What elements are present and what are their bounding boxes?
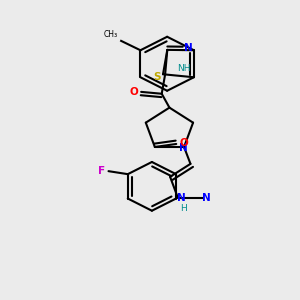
Text: NH: NH [177, 64, 191, 73]
Text: F: F [98, 166, 105, 176]
Text: CH₃: CH₃ [103, 30, 118, 39]
Text: N: N [179, 143, 188, 153]
Text: S: S [153, 72, 161, 82]
Text: N: N [177, 193, 186, 203]
Text: N: N [202, 193, 211, 203]
Text: H: H [180, 204, 186, 213]
Text: N: N [184, 43, 193, 53]
Text: O: O [180, 138, 188, 148]
Text: O: O [130, 87, 138, 97]
